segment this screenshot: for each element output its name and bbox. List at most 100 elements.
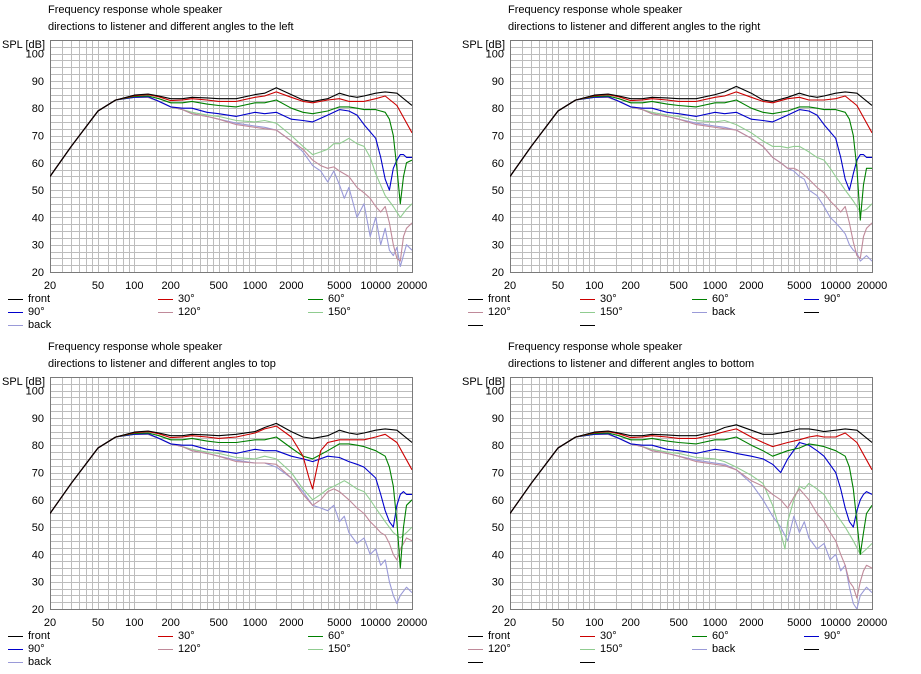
y-tick-label: 70: [492, 468, 504, 480]
series-line-30: [510, 428, 872, 514]
y-tick-label: 50: [492, 185, 504, 197]
legend-label: 60°: [712, 630, 729, 642]
chart-subtitle: directions to listener and different ang…: [508, 358, 755, 370]
legend-swatch: [308, 649, 323, 650]
x-tick-label: 5000: [327, 280, 351, 292]
chart-title: Frequency response whole speaker: [508, 341, 683, 353]
y-axis-label: SPL [dB]: [462, 376, 505, 388]
y-axis-label: SPL [dB]: [2, 376, 45, 388]
legend-swatch: [468, 649, 483, 650]
y-axis-label: SPL [dB]: [462, 39, 505, 51]
x-tick-label: 50: [92, 280, 104, 292]
y-tick-label: 90: [32, 413, 44, 425]
x-tick-label: 10000: [360, 617, 391, 629]
legend-label: 90°: [824, 630, 841, 642]
x-tick-label: 5000: [327, 617, 351, 629]
legend-label: 150°: [600, 643, 623, 655]
chart-subtitle: directions to listener and different ang…: [48, 21, 294, 33]
legend-label: back: [712, 643, 736, 655]
legend-label: 150°: [328, 306, 351, 318]
legend-label: back: [28, 656, 52, 668]
legend-label: 150°: [328, 643, 351, 655]
y-tick-label: 80: [492, 440, 504, 452]
y-tick-label: 50: [32, 185, 44, 197]
legend-swatch: [8, 636, 23, 637]
legend-swatch: [692, 636, 707, 637]
legend-swatch: [468, 662, 483, 663]
chart-top-angles: Frequency response whole speaker directio…: [0, 337, 460, 674]
legend-swatch: [804, 649, 819, 650]
y-tick-label: 80: [32, 103, 44, 115]
series-line-90: [50, 433, 412, 528]
legend-label: 60°: [328, 630, 345, 642]
legend-swatch: [580, 636, 595, 637]
legend-swatch: [692, 299, 707, 300]
legend-swatch: [8, 325, 23, 326]
series-line-30: [510, 91, 872, 177]
legend-swatch: [804, 636, 819, 637]
plot-frame: [510, 40, 873, 273]
y-tick-label: 80: [32, 440, 44, 452]
grid: [50, 40, 413, 273]
legend-swatch: [692, 312, 707, 313]
legend-swatch: [8, 312, 23, 313]
x-tick-label: 200: [621, 617, 639, 629]
plot-frame: [50, 377, 413, 610]
y-tick-label: 60: [32, 158, 44, 170]
x-tick-label: 1000: [703, 280, 727, 292]
legend-label: 30°: [178, 293, 195, 305]
y-tick-label: 100: [26, 386, 44, 398]
chart-right-angles: Frequency response whole speaker directio…: [460, 0, 920, 337]
y-tick-label: 20: [32, 604, 44, 616]
x-tick-label: 200: [621, 280, 639, 292]
x-tick-label: 2000: [739, 617, 763, 629]
legend-swatch: [580, 299, 595, 300]
y-axis-label: SPL [dB]: [2, 39, 45, 51]
x-tick-label: 10000: [360, 280, 391, 292]
legend-swatch: [580, 649, 595, 650]
y-tick-label: 30: [492, 240, 504, 252]
legend-label: 90°: [28, 643, 45, 655]
x-tick-label: 20: [44, 280, 56, 292]
x-tick-label: 20: [504, 617, 516, 629]
y-tick-label: 20: [492, 604, 504, 616]
chart-bottom-angles: Frequency response whole speaker directio…: [460, 337, 920, 674]
y-tick-label: 90: [32, 76, 44, 88]
legend-label: 90°: [824, 293, 841, 305]
x-tick-label: 500: [670, 280, 688, 292]
x-tick-label: 100: [585, 280, 603, 292]
y-tick-label: 100: [486, 49, 504, 61]
legend-swatch: [158, 312, 173, 313]
legend-swatch: [468, 325, 483, 326]
legend-label: 60°: [328, 293, 345, 305]
y-tick-label: 60: [492, 158, 504, 170]
legend-label: 120°: [488, 306, 511, 318]
plot-frame: [510, 377, 873, 610]
x-tick-label: 1000: [243, 280, 267, 292]
legend-label: front: [28, 293, 51, 305]
legend-swatch: [692, 649, 707, 650]
series-line-60: [50, 95, 412, 205]
x-tick-label: 20: [504, 280, 516, 292]
grid: [510, 40, 873, 273]
legend-swatch: [580, 662, 595, 663]
chart-left-angles: Frequency response whole speaker directio…: [0, 0, 460, 337]
chart-title: Frequency response whole speaker: [48, 4, 223, 16]
legend-label: 60°: [712, 293, 729, 305]
chart-title: Frequency response whole speaker: [48, 341, 223, 353]
legend-label: front: [488, 630, 511, 642]
x-tick-label: 200: [161, 617, 179, 629]
series-line-60: [510, 432, 872, 555]
legend-swatch: [158, 649, 173, 650]
x-tick-label: 500: [670, 617, 688, 629]
legend-swatch: [8, 649, 23, 650]
legend-swatch: [158, 299, 173, 300]
y-tick-label: 50: [492, 522, 504, 534]
x-tick-label: 500: [210, 617, 228, 629]
plot-frame: [50, 40, 413, 273]
x-tick-label: 100: [125, 280, 143, 292]
y-tick-label: 30: [492, 577, 504, 589]
y-tick-label: 30: [32, 577, 44, 589]
y-tick-label: 20: [32, 267, 44, 279]
